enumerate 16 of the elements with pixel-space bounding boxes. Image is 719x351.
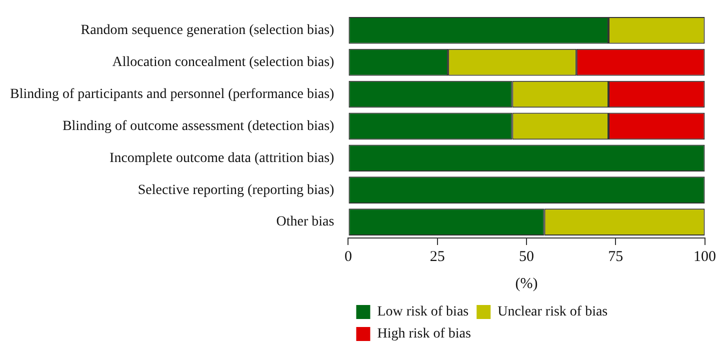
y-tick-label: Incomplete outcome data (attrition bias) [110, 150, 335, 166]
x-tick-label: 100 [694, 248, 716, 265]
y-tick-label: Blinding of participants and personnel (performance bias) [10, 86, 335, 102]
legend-label: Low risk of bias [377, 304, 469, 320]
y-tick-label: Other bias [276, 214, 334, 230]
y-tick-label: Blinding of outcome assessment (detection bias) [62, 118, 335, 134]
y-tick-label: Random sequence generation (selection bias) [80, 23, 335, 38]
x-tick-label: 0 [344, 248, 352, 265]
y-tick-label: Allocation concealment (selection bias) [112, 54, 335, 70]
y-tick-label: Selective reporting (reporting bias) [138, 182, 335, 198]
legend-label: Unclear risk of bias [498, 304, 608, 320]
x-tick-label: 75 [608, 248, 624, 265]
legend-label: High risk of bias [377, 326, 471, 342]
x-tick-label: 25 [430, 248, 445, 265]
x-tick-label: 50 [518, 248, 534, 265]
x-axis-title: (%) [515, 276, 538, 292]
